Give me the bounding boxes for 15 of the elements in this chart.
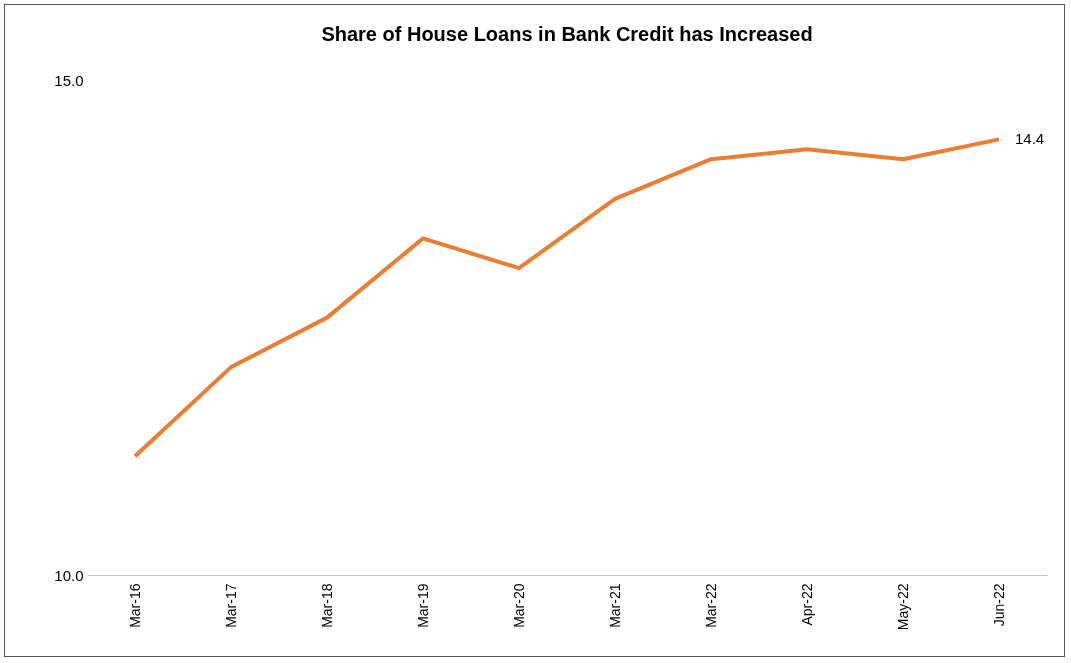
- x-tick-label: Mar-17: [222, 583, 239, 628]
- x-tick-label: May-22: [894, 583, 911, 631]
- x-tick-label: Mar-20: [510, 583, 527, 628]
- x-tick-label: Mar-18: [318, 583, 335, 628]
- chart-title: Share of House Loans in Bank Credit has Increased: [321, 23, 813, 45]
- x-tick-label: Mar-22: [702, 583, 719, 628]
- y-tick-label: 10.0: [54, 566, 84, 584]
- x-tick-label: Mar-16: [126, 583, 143, 628]
- data-label: 14.4: [1015, 130, 1045, 148]
- x-tick-label: Mar-21: [606, 583, 623, 628]
- x-tick-label: Mar-19: [414, 583, 431, 628]
- y-tick-label: 15.0: [54, 71, 84, 89]
- x-tick-label: Apr-22: [798, 583, 815, 626]
- x-tick-label: Jun-22: [990, 583, 1007, 627]
- line-series: [133, 137, 1001, 459]
